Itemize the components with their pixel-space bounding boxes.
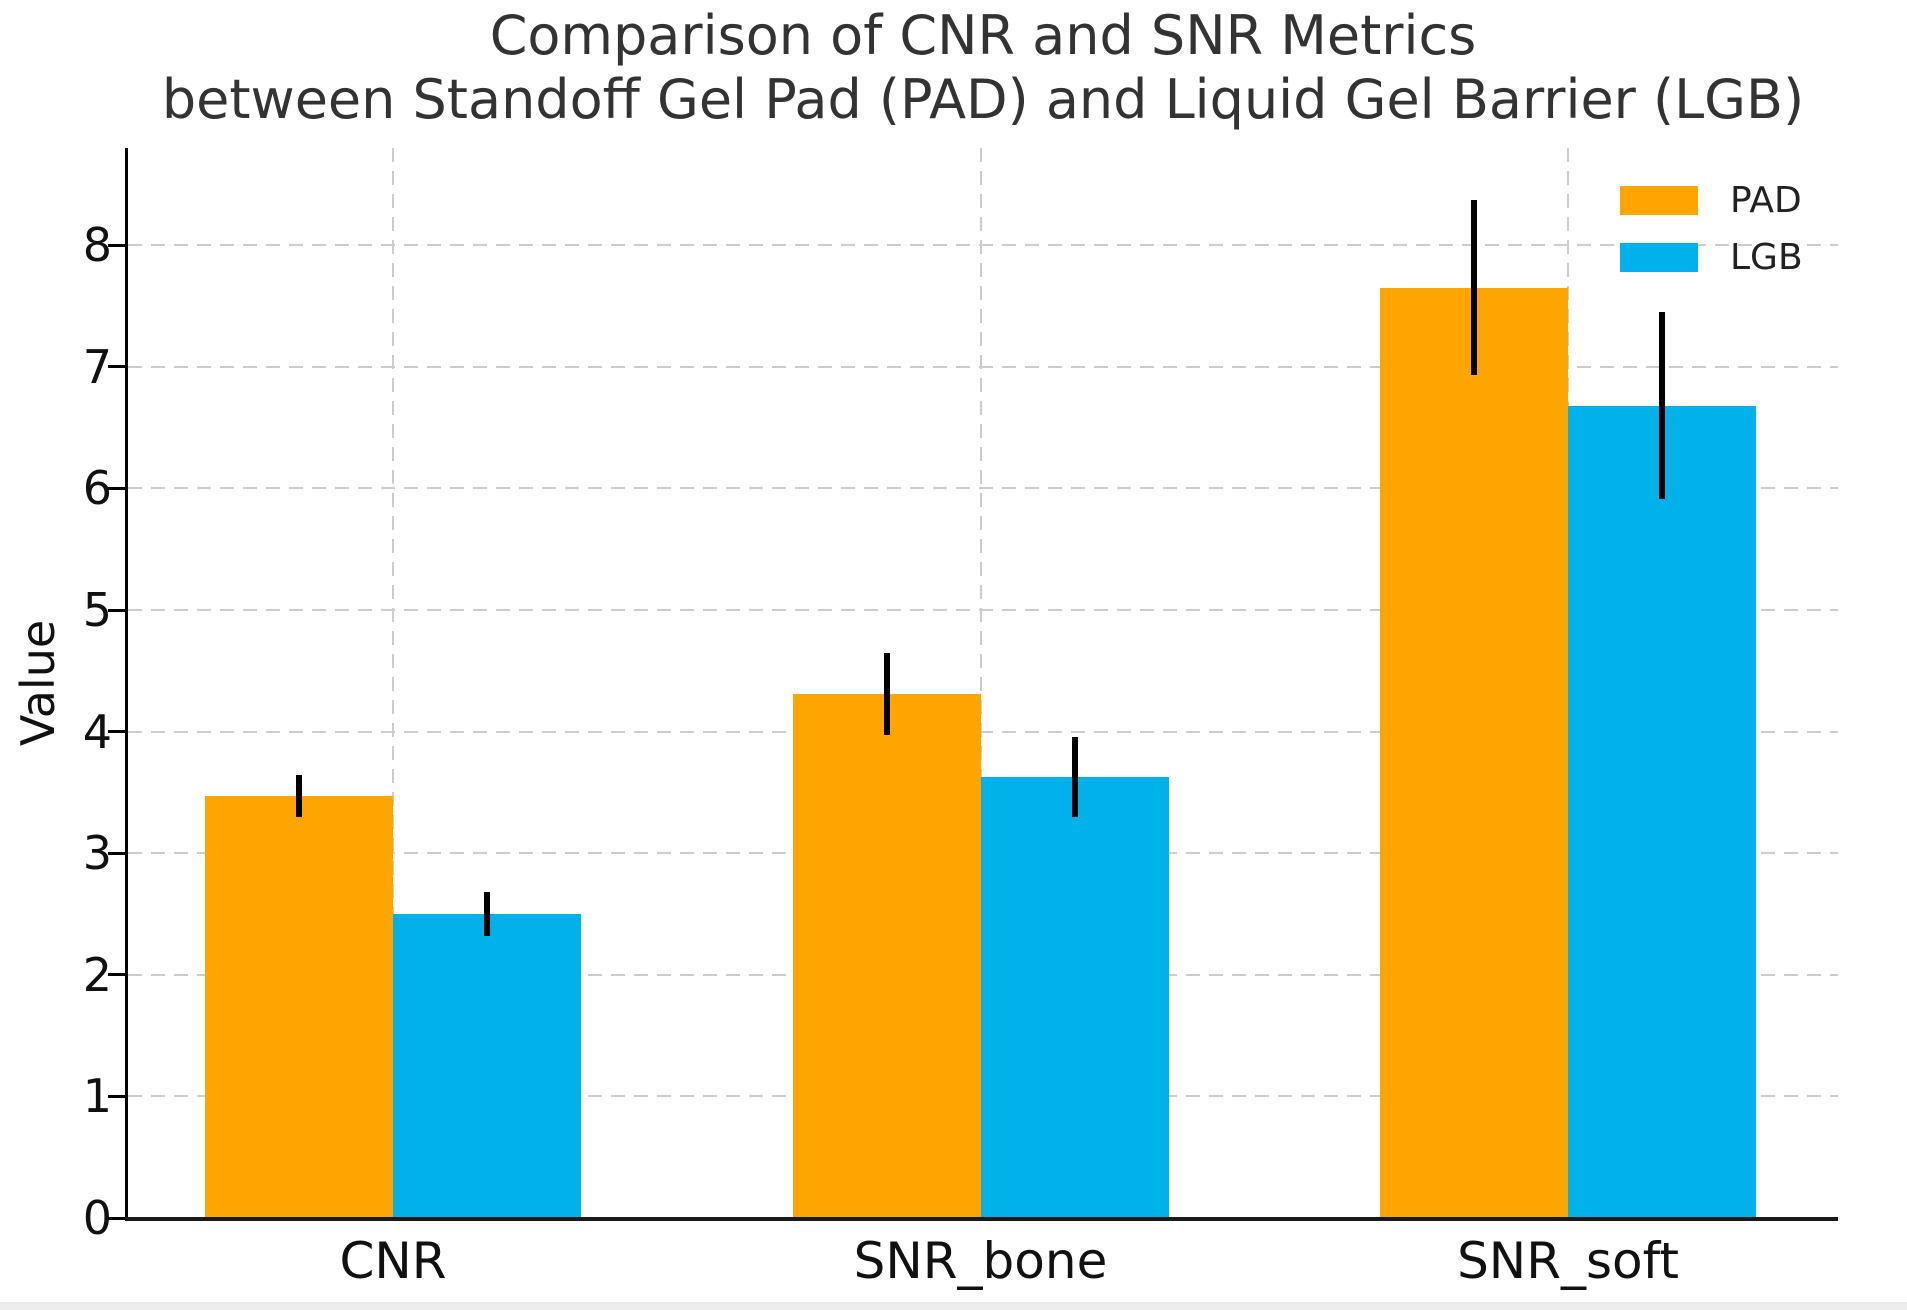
x-tick-label-snr_bone: SNR_bone [853, 1232, 1108, 1290]
y-axis-spine [125, 148, 128, 1221]
horizontal-gridline [128, 244, 1838, 247]
errorbar-pad-snr_bone [883, 652, 890, 736]
y-tick-mark [108, 608, 125, 612]
y-tick-label-7: 7 [82, 339, 112, 394]
errorbar-lgb-cnr [484, 892, 490, 936]
y-tick-label-8: 8 [82, 218, 112, 273]
x-tick-label-snr_soft: SNR_soft [1457, 1232, 1679, 1290]
plot-area [108, 148, 1838, 1221]
bar-pad-cnr [205, 796, 393, 1218]
screenshot-edge-artifact [0, 1302, 1907, 1310]
errorbar-pad-snr_soft [1471, 200, 1477, 376]
horizontal-gridline [128, 487, 1838, 490]
y-tick-mark [108, 243, 125, 247]
horizontal-gridline [128, 365, 1838, 368]
bar-lgb-snr_bone [980, 776, 1169, 1218]
errorbar-lgb-snr_bone [1071, 736, 1078, 817]
bar-lgb-snr_soft [1568, 405, 1756, 1218]
bar-pad-snr_bone [792, 693, 981, 1218]
chart-title-line2: between Standoff Gel Pad (PAD) and Liqui… [161, 68, 1805, 131]
legend-item-pad: PAD [1620, 180, 1803, 221]
errorbar-pad-cnr [296, 775, 302, 817]
y-tick-label-5: 5 [82, 583, 112, 638]
lgb-color-swatch-icon [1620, 243, 1698, 272]
pad-color-swatch-icon [1620, 186, 1698, 215]
chart-title: Comparison of CNR and SNR Metrics betwee… [128, 4, 1838, 132]
x-tick-label-cnr: CNR [339, 1232, 447, 1290]
bar-lgb-cnr [393, 914, 581, 1218]
y-tick-mark [108, 730, 125, 734]
y-tick-mark [108, 365, 125, 369]
y-tick-mark [108, 486, 125, 490]
y-tick-mark [108, 851, 125, 855]
y-tick-label-4: 4 [82, 704, 112, 759]
vertical-gridline [392, 148, 394, 1218]
y-tick-mark [108, 1094, 125, 1098]
legend: PAD LGB [1620, 180, 1803, 278]
y-tick-label-1: 1 [82, 1069, 112, 1124]
vertical-gridline [979, 148, 982, 1218]
y-tick-mark [108, 973, 125, 977]
x-axis-spine [125, 1217, 1838, 1221]
horizontal-gridline [128, 609, 1838, 612]
legend-label-lgb: LGB [1730, 237, 1803, 278]
y-tick-label-6: 6 [82, 461, 112, 516]
y-tick-mark [108, 1216, 125, 1220]
horizontal-gridline [128, 730, 1838, 733]
legend-item-lgb: LGB [1620, 237, 1803, 278]
legend-label-pad: PAD [1730, 180, 1802, 221]
chart-title-line1: Comparison of CNR and SNR Metrics [489, 4, 1477, 67]
y-tick-label-0: 0 [82, 1191, 112, 1245]
y-tick-label-3: 3 [82, 826, 112, 881]
bar-pad-snr_soft [1380, 287, 1568, 1218]
y-tick-label-2: 2 [82, 947, 112, 1002]
errorbar-lgb-snr_soft [1659, 312, 1665, 500]
